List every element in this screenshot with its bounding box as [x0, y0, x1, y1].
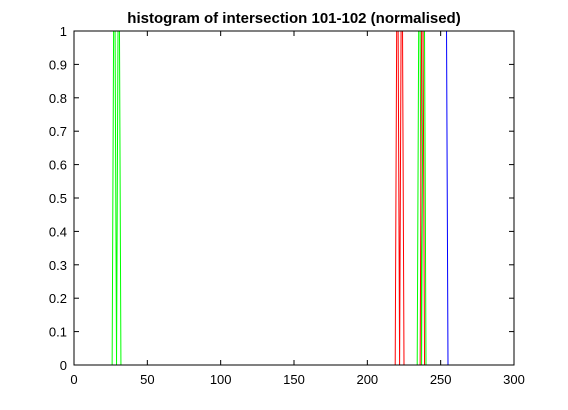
x-tick-label: 50: [140, 372, 154, 387]
y-tick-label: 0.3: [49, 258, 67, 273]
series-line-1: [111, 30, 122, 366]
x-tick-label: 150: [283, 372, 305, 387]
y-axis: 0 0.1 0.2 0.3 0.4 0.5 0.6 0.7 0.8 0.9 1: [49, 24, 514, 373]
y-tick-label: 0.1: [49, 325, 67, 340]
series-line-0: [74, 30, 449, 366]
y-tick-label: 0.5: [49, 191, 67, 206]
y-tick-label: 1: [60, 24, 67, 39]
x-tick-label: 100: [210, 372, 232, 387]
chart-title: histogram of intersection 101-102 (norma…: [127, 10, 460, 27]
y-tick-label: 0.4: [49, 224, 67, 239]
y-tick-label: 0.6: [49, 158, 67, 173]
x-tick-label: 250: [430, 372, 452, 387]
y-tick-label: 0.7: [49, 124, 67, 139]
series-line-3: [394, 30, 405, 366]
x-tick-label: 0: [70, 372, 77, 387]
y-tick-label: 0.2: [49, 291, 67, 306]
y-tick-label: 0.8: [49, 91, 67, 106]
y-tick-label: 0.9: [49, 57, 67, 72]
x-tick-label: 200: [356, 372, 378, 387]
x-axis: 0 50 100 150 200 250 300: [70, 31, 525, 387]
plot-area: [74, 30, 449, 366]
y-tick-label: 0: [60, 358, 67, 373]
x-tick-label: 300: [503, 372, 525, 387]
